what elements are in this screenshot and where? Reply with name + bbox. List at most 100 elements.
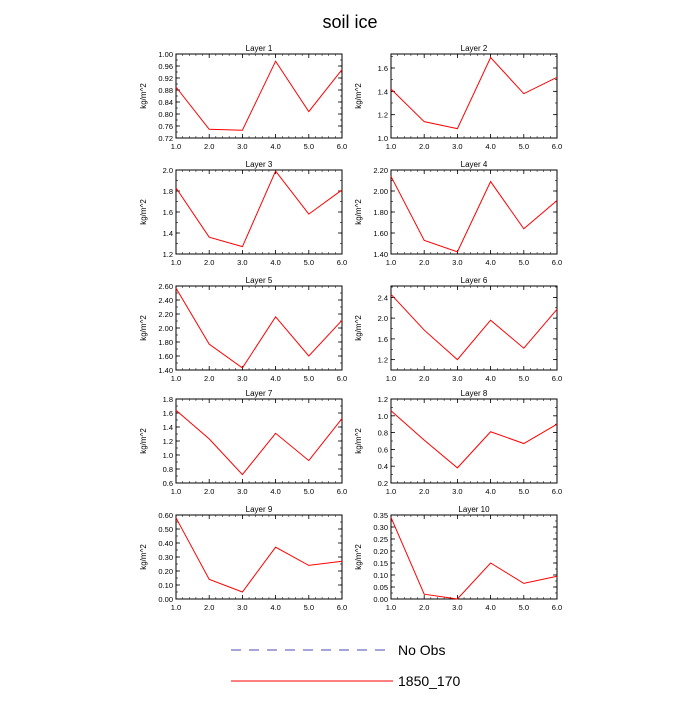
panel-layer-4: Layer 4 kg/m^2 1.40 1.60 1.80 2.00 2.20 1.0 2.0 3… (354, 160, 562, 267)
y-tick-label: 0.72 (158, 134, 173, 143)
panel-layer-1: Layer 1 kg/m^2 0.72 0.76 0.80 0.84 0.88 0.92 0.9… (139, 44, 347, 151)
x-tick-label: 1.0 (171, 142, 181, 151)
y-tick-label: 2.0 (378, 314, 388, 323)
y-tick-label: 0.60 (158, 511, 173, 520)
x-tick-label: 1.0 (171, 487, 181, 496)
x-tick-label: 6.0 (552, 374, 562, 383)
plot-frame (390, 398, 558, 484)
y-tick-label: 1.40 (158, 366, 173, 375)
x-tick-label: 1.0 (386, 487, 396, 496)
x-tick-label: 4.0 (485, 487, 495, 496)
x-tick-label: 2.0 (204, 258, 214, 267)
y-tick-label: 0.10 (158, 581, 173, 590)
x-tick-label: 5.0 (519, 374, 529, 383)
y-axis-label: kg/m^2 (139, 83, 148, 109)
y-tick-label: 0.05 (373, 583, 388, 592)
y-tick-label: 1.4 (163, 423, 173, 432)
y-tick-label: 1.2 (163, 437, 173, 446)
panel-title: Layer 7 (246, 389, 273, 398)
y-tick-label: 0.6 (378, 445, 388, 454)
y-tick-label: 0.80 (158, 110, 173, 119)
series-line (390, 293, 558, 361)
plot-frame (390, 285, 558, 371)
x-tick-label: 3.0 (237, 603, 247, 612)
series-line (175, 517, 343, 593)
y-tick-label: 1.6 (378, 64, 388, 73)
x-tick-label: 6.0 (337, 603, 347, 612)
y-tick-label: 0.15 (373, 559, 388, 568)
x-tick-label: 4.0 (270, 487, 280, 496)
panel-title: Layer 9 (246, 505, 273, 514)
y-tick-label: 0.20 (373, 547, 388, 556)
y-tick-label: 1.8 (163, 395, 173, 404)
x-tick-label: 3.0 (237, 487, 247, 496)
plot-frame (390, 514, 558, 600)
y-axis-label: kg/m^2 (354, 83, 363, 109)
y-tick-label: 0.40 (158, 539, 173, 548)
y-tick-label: 1.60 (373, 229, 388, 238)
plot-frame (175, 514, 343, 600)
y-tick-label: 0.6 (163, 479, 173, 488)
x-tick-label: 1.0 (171, 374, 181, 383)
y-tick-label: 0.20 (158, 567, 173, 576)
y-tick-label: 2.4 (378, 293, 388, 302)
panel-layer-2: Layer 2 kg/m^2 1.0 1.2 1.4 1.6 1.0 2.0 3.0 4.0 5.0… (354, 44, 562, 151)
y-tick-label: 1.6 (163, 208, 173, 217)
x-tick-label: 2.0 (204, 487, 214, 496)
x-tick-label: 5.0 (519, 258, 529, 267)
panel-layer-8: Layer 8 kg/m^2 0.2 0.4 0.6 0.8 1.0 1.2 1.0 2.0 3.0… (354, 389, 562, 496)
x-tick-label: 2.0 (419, 374, 429, 383)
y-tick-label: 1.2 (163, 250, 173, 259)
y-tick-label: 1.0 (378, 134, 388, 143)
x-tick-label: 5.0 (304, 487, 314, 496)
x-tick-label: 3.0 (237, 374, 247, 383)
y-axis-label: kg/m^2 (139, 199, 148, 225)
series-line (390, 176, 558, 253)
legend: No Obs 1850_170 (231, 642, 461, 689)
x-tick-label: 5.0 (304, 258, 314, 267)
x-tick-label: 2.0 (419, 142, 429, 151)
x-tick-label: 3.0 (452, 487, 462, 496)
y-axis-label: kg/m^2 (139, 315, 148, 341)
y-tick-label: 0.8 (163, 465, 173, 474)
panel-title: Layer 3 (246, 160, 273, 169)
panel-layer-10: Layer 10 kg/m^2 0.00 0.05 0.10 0.15 0.20 0.25 0.… (354, 505, 562, 612)
x-tick-label: 4.0 (270, 258, 280, 267)
x-tick-label: 2.0 (419, 258, 429, 267)
y-tick-label: 1.4 (163, 229, 173, 238)
x-tick-label: 6.0 (337, 487, 347, 496)
y-tick-label: 1.4 (378, 87, 388, 96)
y-tick-label: 0.2 (378, 479, 388, 488)
panel-layer-6: Layer 6 kg/m^2 1.2 1.6 2.0 2.4 1.0 2.0 3.0 4.0 5.0… (354, 276, 562, 383)
x-tick-label: 6.0 (552, 603, 562, 612)
y-tick-label: 0.25 (373, 535, 388, 544)
plot-frame (390, 169, 558, 255)
x-tick-label: 2.0 (419, 487, 429, 496)
x-tick-label: 2.0 (204, 374, 214, 383)
y-tick-label: 1.60 (158, 352, 173, 361)
y-tick-label: 1.00 (158, 50, 173, 59)
series-line (175, 409, 343, 476)
x-tick-label: 3.0 (452, 258, 462, 267)
y-tick-label: 0.92 (158, 74, 173, 83)
legend-label-1850-170: 1850_170 (398, 673, 461, 689)
series-line (390, 517, 558, 600)
panel-layer-7: Layer 7 kg/m^2 0.6 0.8 1.0 1.2 1.4 1.6 1.8 1.0 2.0… (139, 389, 347, 496)
x-tick-label: 5.0 (519, 142, 529, 151)
y-tick-label: 0.30 (373, 523, 388, 532)
x-tick-label: 3.0 (237, 258, 247, 267)
y-axis-label: kg/m^2 (354, 315, 363, 341)
x-tick-label: 2.0 (204, 142, 214, 151)
panel-title: Layer 2 (461, 44, 488, 53)
y-tick-label: 0.88 (158, 86, 173, 95)
panels-group: Layer 1 kg/m^2 0.72 0.76 0.80 0.84 0.88 0.92 0.9… (139, 44, 562, 612)
y-tick-label: 2.00 (158, 324, 173, 333)
y-tick-label: 0.84 (158, 98, 173, 107)
x-tick-label: 1.0 (386, 142, 396, 151)
series-line (175, 287, 343, 369)
y-axis-label: kg/m^2 (354, 428, 363, 454)
y-tick-label: 1.0 (163, 451, 173, 460)
y-tick-label: 2.60 (158, 282, 173, 291)
